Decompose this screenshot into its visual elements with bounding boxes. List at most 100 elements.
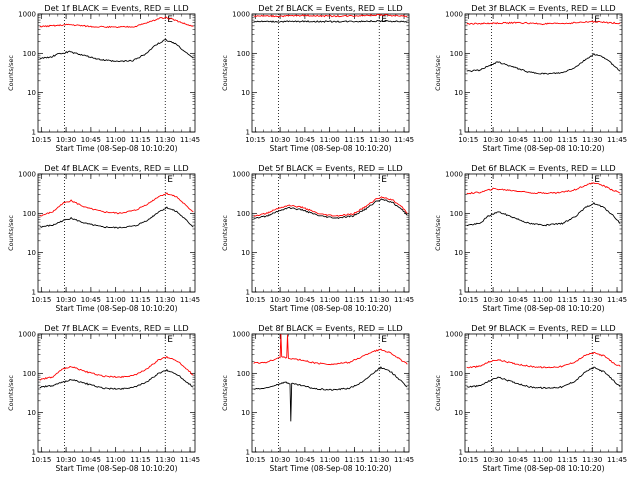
x-tick-label: 10:30	[270, 136, 290, 144]
x-tick-label: 10:30	[56, 296, 76, 304]
x-tick-label: 11:45	[607, 296, 627, 304]
x-tick-label: 11:30	[582, 456, 602, 464]
x-tick-label: 10:30	[483, 296, 503, 304]
x-tick-label: 10:45	[81, 296, 101, 304]
x-tick-label: 11:30	[369, 456, 389, 464]
y-tick-label: 100	[237, 50, 250, 58]
x-tick-label: 11:15	[344, 296, 364, 304]
x-tick-label: 10:30	[270, 296, 290, 304]
y-tick-label: 1000	[232, 331, 250, 339]
x-tick-label: 11:00	[533, 456, 553, 464]
y-tick-label: 1000	[445, 171, 463, 179]
chart-title: Det 8f BLACK = Events, RED = LLD	[258, 323, 402, 333]
y-tick-label: 10	[241, 249, 250, 257]
x-tick-label: 11:30	[155, 136, 175, 144]
x-tick-label: 11:00	[320, 296, 340, 304]
plot-frame	[251, 13, 410, 133]
x-tick-label: 10:15	[458, 136, 478, 144]
y-tick-label: 1	[246, 289, 250, 297]
event-marker-label: E	[594, 175, 600, 185]
y-axis-label: Counts/sec	[434, 215, 442, 251]
chart-panel: Det 9f BLACK = Events, RED = LLD Counts/s…	[434, 323, 627, 473]
x-axis-label: Start Time (08-Sep-08 10:10:20)	[483, 304, 605, 313]
x-tick-label: 10:15	[245, 296, 265, 304]
x-tick-label: 10:45	[295, 296, 315, 304]
y-tick-label: 10	[27, 409, 36, 417]
y-tick-label: 10	[454, 89, 463, 97]
events-series-line	[466, 202, 621, 227]
y-tick-label: 1000	[18, 11, 36, 19]
x-axis-label: Start Time (08-Sep-08 10:10:20)	[270, 464, 392, 473]
x-tick-label: 11:45	[180, 456, 200, 464]
events-series-line	[39, 368, 194, 390]
x-tick-label: 10:30	[270, 456, 290, 464]
y-tick-label: 1	[459, 289, 463, 297]
x-tick-label: 11:15	[130, 296, 150, 304]
x-axis-label: Start Time (08-Sep-08 10:10:20)	[483, 464, 605, 473]
y-tick-label: 100	[237, 210, 250, 218]
chart-title: Det 3f BLACK = Events, RED = LLD	[471, 3, 615, 13]
x-tick-label: 11:00	[106, 136, 126, 144]
x-tick-label: 10:45	[508, 296, 528, 304]
y-tick-label: 100	[450, 50, 463, 58]
x-tick-label: 10:15	[31, 296, 51, 304]
x-tick-label: 10:30	[56, 456, 76, 464]
event-marker-label: E	[594, 335, 600, 345]
x-axis-label: Start Time (08-Sep-08 10:10:20)	[270, 144, 392, 153]
y-tick-label: 1	[32, 289, 36, 297]
y-tick-label: 10	[454, 249, 463, 257]
x-tick-label: 10:15	[245, 136, 265, 144]
event-marker-label: E	[381, 175, 387, 185]
x-tick-label: 11:15	[344, 136, 364, 144]
x-tick-label: 11:00	[106, 296, 126, 304]
events-series-line	[466, 366, 621, 390]
events-series-line	[253, 366, 408, 422]
plot-frame	[37, 13, 196, 133]
event-marker-label: E	[167, 15, 173, 25]
chart-panel: Det 8f BLACK = Events, RED = LLD Counts/s…	[221, 323, 414, 473]
x-tick-label: 11:45	[394, 296, 414, 304]
y-axis-label: Counts/sec	[434, 55, 442, 91]
y-tick-label: 100	[237, 370, 250, 378]
chart-panel: Det 4f BLACK = Events, RED = LLD Counts/s…	[7, 163, 200, 313]
x-tick-label: 11:30	[582, 136, 602, 144]
y-tick-label: 1	[459, 449, 463, 457]
y-tick-label: 100	[23, 50, 36, 58]
x-tick-label: 10:15	[458, 456, 478, 464]
y-tick-label: 10	[27, 89, 36, 97]
chart-panel: Det 1f BLACK = Events, RED = LLD Counts/s…	[7, 3, 200, 153]
plot-frame	[251, 333, 410, 453]
lld-series-line	[39, 192, 194, 217]
plot-frame	[464, 333, 623, 453]
x-tick-label: 11:15	[130, 136, 150, 144]
x-axis-label: Start Time (08-Sep-08 10:10:20)	[56, 304, 178, 313]
x-tick-label: 11:30	[155, 456, 175, 464]
x-tick-label: 10:15	[31, 456, 51, 464]
y-tick-label: 1	[32, 449, 36, 457]
chart-title: Det 9f BLACK = Events, RED = LLD	[471, 323, 615, 333]
event-marker-label: E	[381, 335, 387, 345]
y-tick-label: 100	[450, 210, 463, 218]
x-axis-label: Start Time (08-Sep-08 10:10:20)	[270, 304, 392, 313]
x-tick-label: 11:30	[369, 136, 389, 144]
x-tick-label: 10:45	[508, 136, 528, 144]
x-tick-label: 11:45	[394, 136, 414, 144]
lld-series-line	[253, 14, 408, 18]
x-tick-label: 11:45	[607, 136, 627, 144]
y-tick-label: 100	[450, 370, 463, 378]
event-marker-label: E	[381, 15, 387, 25]
plot-frame	[37, 173, 196, 293]
plot-frame	[464, 173, 623, 293]
lld-series-line	[466, 351, 621, 369]
events-series-line	[253, 19, 408, 23]
y-tick-label: 1000	[18, 331, 36, 339]
x-tick-label: 11:00	[106, 456, 126, 464]
events-series-line	[466, 53, 621, 75]
chart-panel: Det 6f BLACK = Events, RED = LLD Counts/s…	[434, 163, 627, 313]
chart-title: Det 6f BLACK = Events, RED = LLD	[471, 163, 615, 173]
x-axis-label: Start Time (08-Sep-08 10:10:20)	[483, 144, 605, 153]
y-tick-label: 1	[459, 129, 463, 137]
lld-series-line	[466, 182, 621, 195]
plot-frame	[251, 173, 410, 293]
